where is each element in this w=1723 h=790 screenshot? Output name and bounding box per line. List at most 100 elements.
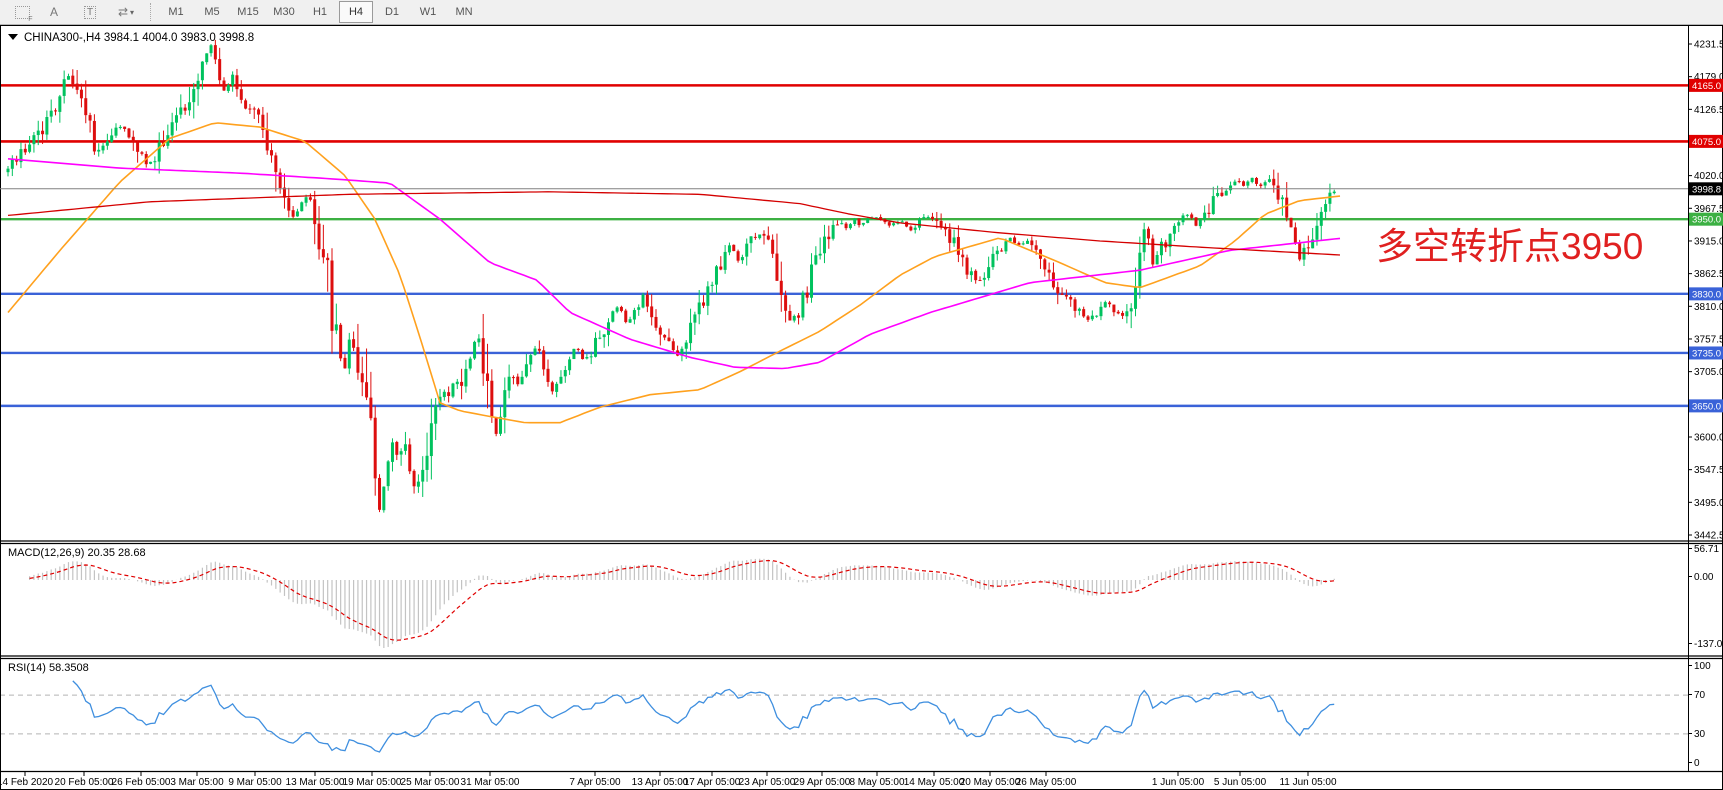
candle-body <box>1190 214 1194 218</box>
moving-averages-layer[interactable] <box>7 122 1341 424</box>
candle-body <box>49 110 53 117</box>
candle-body <box>1319 211 1323 226</box>
price-tag-bg <box>1689 182 1723 196</box>
candle-body <box>421 469 425 482</box>
candle-body <box>784 295 788 311</box>
macd-indicator-layer <box>29 558 1335 648</box>
tf-button-m15[interactable]: M15 <box>237 6 259 18</box>
candle-body <box>481 338 485 374</box>
candle-body <box>1207 212 1211 214</box>
ma-slow-red[interactable] <box>7 191 1341 256</box>
panel-separators[interactable] <box>0 540 1723 773</box>
candle-body <box>412 470 416 487</box>
time-tick-label: 13 Mar 05:00 <box>286 777 345 788</box>
candle-body <box>209 45 213 54</box>
candle-body <box>576 348 580 350</box>
candle-body <box>1220 192 1224 196</box>
candle-body <box>442 391 446 398</box>
macd-axis-label: 56.71 <box>1694 544 1719 555</box>
candle-body <box>598 337 602 339</box>
candle-body <box>550 382 554 392</box>
candle-body <box>602 334 606 338</box>
candle-body <box>1298 243 1302 260</box>
candle-body <box>1151 238 1155 265</box>
tf-button-m1[interactable]: M1 <box>168 6 184 18</box>
candle-body <box>723 251 727 270</box>
horizontal-level-lines[interactable] <box>0 84 1688 408</box>
candle-body <box>909 226 913 231</box>
candle-body <box>261 114 265 130</box>
candle-body <box>697 302 701 315</box>
candle-body <box>179 107 183 115</box>
candle-body <box>658 327 662 335</box>
time-tick-label: 26 Feb 05:00 <box>112 777 171 788</box>
candle-body <box>1237 181 1241 183</box>
price-tag-label: 3735.0 <box>1692 348 1721 359</box>
candle-body <box>373 417 377 479</box>
symbol-dropdown-icon[interactable] <box>8 34 18 40</box>
ma-mid-magenta[interactable] <box>7 158 1341 370</box>
candle-body <box>507 376 511 391</box>
price-tag-bg <box>1689 399 1723 413</box>
tf-button-m5[interactable]: M5 <box>204 6 220 18</box>
candle-body <box>896 222 900 224</box>
ma-fast-orange[interactable] <box>7 122 1341 424</box>
candle-body <box>624 310 628 323</box>
candle-body <box>749 236 753 244</box>
candle-body <box>192 89 196 103</box>
candle-body <box>948 229 952 243</box>
tf-button-m30[interactable]: M30 <box>273 6 295 18</box>
candle-body <box>1121 312 1125 316</box>
candle-body <box>1285 197 1289 218</box>
candle-body <box>1095 315 1099 317</box>
candle-body <box>1259 184 1263 187</box>
annotation-text[interactable]: 多空转折点3950 <box>1376 226 1643 267</box>
text-tool-button[interactable]: T <box>73 1 107 23</box>
candle-body <box>1090 315 1094 320</box>
candle-body <box>1280 197 1284 200</box>
arrows-tool-button[interactable]: ⇄ ▾ <box>109 1 143 23</box>
timeframe-button-group: M1 M5 M15 M30 H1 H4 D1 W1 MN <box>158 1 482 23</box>
candle-body <box>1328 192 1332 204</box>
tf-button-w1[interactable]: W1 <box>419 6 437 18</box>
candle-body <box>28 144 32 152</box>
time-tick-label: 29 Apr 05:00 <box>794 777 851 788</box>
candle-body <box>1254 177 1258 184</box>
candle-body <box>913 227 917 230</box>
candle-body <box>533 348 537 355</box>
candle-body <box>1146 228 1150 239</box>
candle-body <box>1125 311 1129 317</box>
candle-body <box>719 266 723 270</box>
candle-body <box>62 79 66 96</box>
candle-body <box>1233 181 1237 186</box>
candle-body <box>555 383 559 392</box>
candle-body <box>1203 212 1207 220</box>
candle-body <box>205 53 209 63</box>
time-tick-label: 26 May 05:00 <box>1016 777 1077 788</box>
price-tag-bg <box>1689 78 1723 92</box>
cursor-tool-button[interactable]: A <box>37 1 71 23</box>
candle-body <box>706 286 710 306</box>
tf-button-h4[interactable]: H4 <box>339 1 373 23</box>
candle-body <box>546 368 550 382</box>
candle-body <box>334 324 338 331</box>
candle-body <box>447 392 451 397</box>
tf-button-d1[interactable]: D1 <box>384 6 400 18</box>
candle-body <box>252 108 256 110</box>
candle-body <box>1224 190 1228 196</box>
candle-body <box>235 75 239 90</box>
candle-body <box>131 136 135 142</box>
price-tick-label: 3495.0 <box>1694 498 1723 509</box>
candle-body <box>1250 177 1254 182</box>
candle-body <box>753 236 757 238</box>
tf-button-mn[interactable]: MN <box>455 6 473 18</box>
candle-body <box>710 284 714 286</box>
grid-tool-button[interactable] <box>1 1 35 23</box>
tf-button-h1[interactable]: H1 <box>312 6 328 18</box>
candle-body <box>339 324 343 359</box>
candle-body <box>308 197 312 200</box>
candle-body <box>1324 204 1328 212</box>
candle-body <box>114 127 118 136</box>
candle-body <box>105 141 109 146</box>
